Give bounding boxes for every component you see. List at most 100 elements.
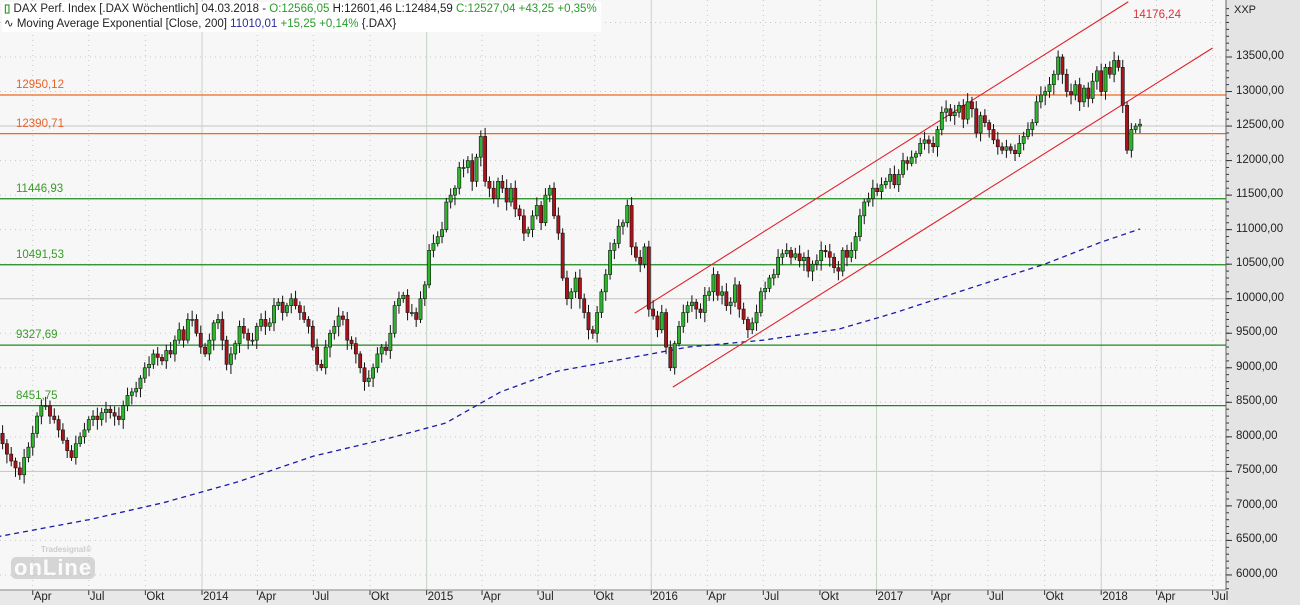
level-label: 8451,75 <box>16 389 58 402</box>
candle <box>91 410 95 427</box>
candle-body-up <box>147 364 151 369</box>
candle-body-down <box>582 298 587 313</box>
candle-body-down <box>892 174 897 186</box>
candle-body-down <box>715 274 720 296</box>
y-tick-label: 9000,00 <box>1236 360 1278 373</box>
candle-body-up <box>474 156 479 182</box>
candle-body-down <box>319 364 324 369</box>
candle-body-up <box>254 326 259 341</box>
candle-body-up <box>121 405 126 420</box>
candle <box>952 104 957 125</box>
candle <box>974 101 979 138</box>
candle-body-down <box>181 329 186 341</box>
candle <box>1125 101 1129 154</box>
candle <box>465 156 470 174</box>
candle-body-up <box>190 319 195 321</box>
candle <box>780 249 785 265</box>
candle-body-up <box>776 256 780 275</box>
candle-body-up <box>233 343 238 355</box>
candle <box>892 165 897 189</box>
candle <box>336 307 341 337</box>
candle-body-up <box>78 436 83 445</box>
grid <box>0 0 1232 595</box>
candle <box>918 137 923 157</box>
candle-body-up <box>1103 67 1108 92</box>
time-axis-panel[interactable] <box>0 590 1226 605</box>
candle-body-up <box>914 153 918 158</box>
candle-body-up <box>427 250 432 286</box>
candle <box>616 219 621 249</box>
candle <box>302 305 307 323</box>
candle <box>168 342 173 358</box>
candle <box>1013 144 1017 162</box>
candle <box>896 169 901 193</box>
channel-lower-line[interactable] <box>672 47 1213 388</box>
candle-body-up <box>866 198 871 203</box>
candle-body-up <box>211 322 216 341</box>
candle <box>474 153 479 187</box>
candle <box>784 243 789 258</box>
candle-body-up <box>918 143 923 154</box>
candle-body-up <box>259 319 263 327</box>
candle <box>1064 68 1069 98</box>
candle <box>513 180 518 218</box>
x-tick-label: Apr <box>1157 591 1176 603</box>
candle <box>1107 61 1112 79</box>
candle <box>427 244 432 289</box>
candle <box>681 304 686 333</box>
candle-body-up <box>371 367 376 379</box>
indicator-legend-row[interactable]: ∿ Moving Average Exponential [Close, 200… <box>4 17 597 32</box>
candle-body-up <box>677 326 681 344</box>
candle-body-down <box>17 467 22 476</box>
candle <box>767 274 772 293</box>
indicator-title: Moving Average Exponential [Close, 200] <box>16 18 227 30</box>
instrument-legend-row[interactable]: ▯ DAX Perf. Index [.DAX Wöchentlich] 04.… <box>4 2 597 17</box>
candle <box>651 300 656 320</box>
candle <box>1103 63 1108 100</box>
candle-body-down <box>241 326 246 334</box>
candle-body-up <box>173 339 177 355</box>
candle <box>203 343 207 357</box>
candle-body-up <box>840 250 845 272</box>
candle-body-up <box>478 136 483 158</box>
trend-channel[interactable] <box>634 1 1213 388</box>
candle-body-up <box>207 339 212 355</box>
price-axis-panel[interactable] <box>1226 0 1300 605</box>
candle-body-up <box>276 301 281 306</box>
candle <box>1043 86 1048 106</box>
level-label: 10491,53 <box>16 248 64 261</box>
candle-body-down <box>517 208 522 217</box>
candle-body-down <box>341 315 345 320</box>
y-tick-label: 9500,00 <box>1236 326 1278 339</box>
candle <box>948 104 953 122</box>
candle <box>642 243 647 269</box>
candle-body-down <box>198 332 203 348</box>
candle <box>1008 143 1013 154</box>
level-label: 12390,71 <box>16 117 64 130</box>
candle <box>30 425 35 456</box>
candle <box>556 207 561 240</box>
candle-body-up <box>978 115 983 134</box>
candle <box>48 400 52 424</box>
candle <box>530 210 535 238</box>
candle-body-up <box>935 129 940 148</box>
candle-body-down <box>117 415 121 420</box>
candle-body-down <box>362 367 367 382</box>
channel-upper-line[interactable] <box>634 1 1129 314</box>
candle-body-up <box>965 101 970 120</box>
candle-body-up <box>849 250 854 258</box>
candle-body-down <box>698 308 703 313</box>
candle <box>733 277 737 308</box>
candle-body-down <box>112 412 117 417</box>
candle <box>888 168 892 189</box>
candle-body-up <box>707 291 712 296</box>
candle <box>690 295 694 312</box>
candle-body-down <box>1064 73 1069 92</box>
candle <box>1051 70 1056 95</box>
candle <box>582 293 587 319</box>
candle <box>853 232 858 260</box>
candle <box>1030 119 1035 137</box>
candle-body-up <box>720 291 724 296</box>
candle <box>806 249 811 278</box>
